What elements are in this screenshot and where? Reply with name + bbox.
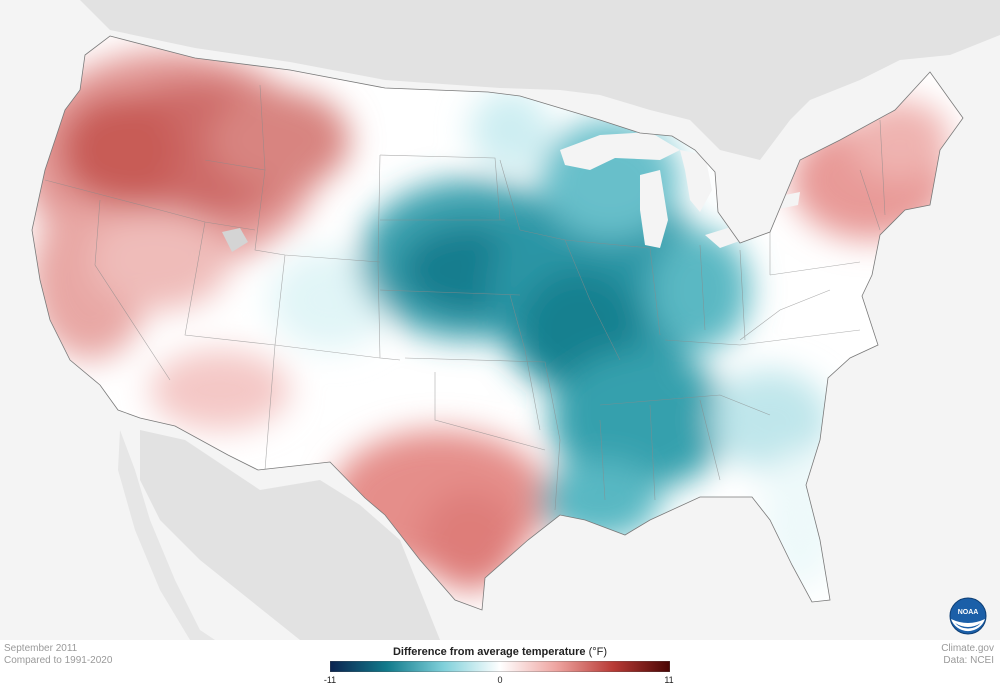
- date-label: September 2011: [4, 643, 78, 654]
- baseline-label: Compared to 1991-2020: [4, 655, 113, 666]
- background-land: [0, 0, 1000, 640]
- legend-title: Difference from average temperature (°F): [330, 646, 670, 658]
- legend-color-bar: [330, 661, 670, 672]
- temperature-anomaly-map: [0, 0, 1000, 640]
- noaa-logo-icon: NOAA: [949, 597, 987, 635]
- great-lakes: [560, 132, 800, 248]
- legend-min-label: -11: [323, 675, 337, 685]
- legend-mid-label: 0: [497, 675, 503, 685]
- legend-title-text: Difference from average temperature: [392, 646, 586, 658]
- noaa-logo-text: NOAA: [958, 609, 979, 616]
- us-outline: [31, 35, 964, 611]
- source-data-label: Data: NCEI: [943, 655, 994, 666]
- state-boundaries: [44, 84, 886, 511]
- legend-unit: (°F): [588, 646, 608, 658]
- source-site-label[interactable]: Climate.gov: [941, 643, 994, 654]
- legend-max-label: 11: [664, 675, 674, 685]
